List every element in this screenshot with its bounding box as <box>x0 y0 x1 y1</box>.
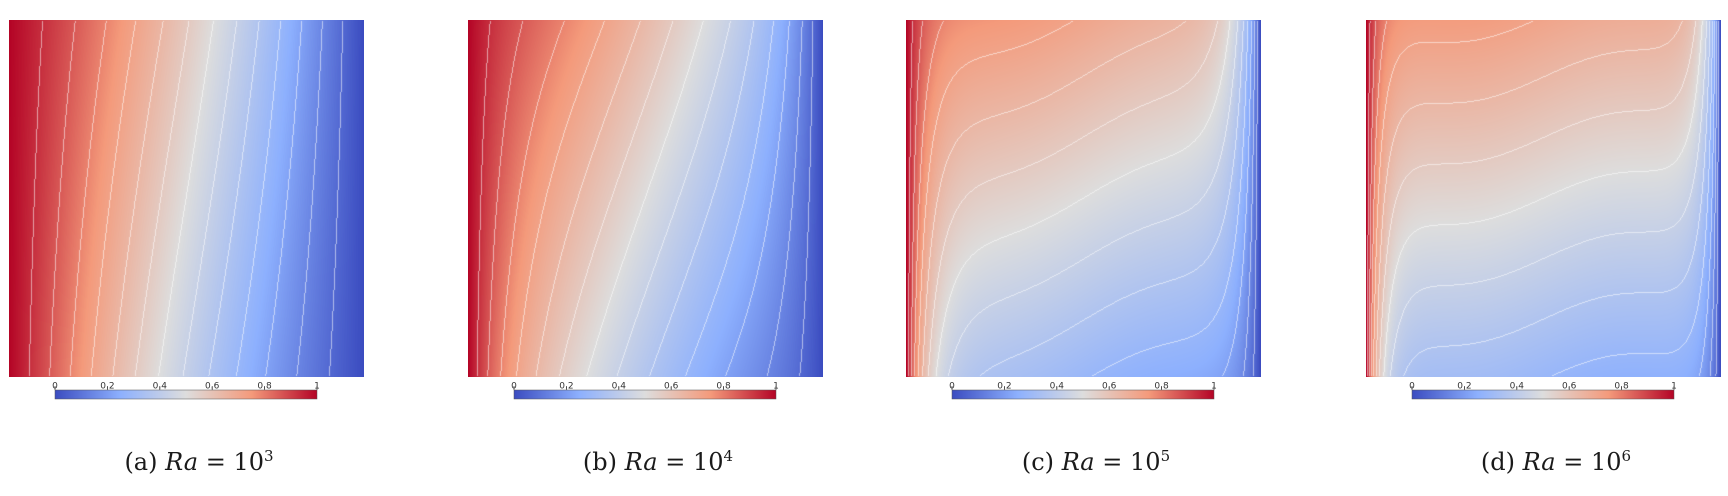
subfigure-label: (a) <box>124 448 158 476</box>
temperature-field-plot <box>9 20 364 377</box>
colorbar-tick-label: 0.6 <box>664 382 679 392</box>
rayleigh-base: 10 <box>1590 448 1622 476</box>
colorbar: 0 0.2 0.4 0.6 0.8 1 <box>949 382 1217 400</box>
temperature-field-plot <box>1366 20 1721 377</box>
colorbar-tick-label: 0.4 <box>612 382 627 392</box>
rayleigh-exponent: 5 <box>1160 447 1171 465</box>
colorbar-tick-label: 1 <box>1671 382 1677 392</box>
colorbar-tick-label: 1 <box>314 382 320 392</box>
rayleigh-base: 10 <box>1130 448 1161 476</box>
colorbar-tick-label: 0.6 <box>1562 382 1577 392</box>
rayleigh-exponent: 4 <box>723 447 734 465</box>
panel-b: 0 0.2 0.4 0.6 0.8 1 (b) Ra = 104 <box>468 0 848 496</box>
temperature-field-plot <box>468 20 823 377</box>
panel-d: 0 0.2 0.4 0.6 0.8 1 (d) Ra = 106 <box>1366 0 1728 496</box>
colorbar-tick-label: 0.6 <box>205 382 220 392</box>
colorbar-tick-label: 0.2 <box>997 382 1011 392</box>
colorbar-gradient <box>54 389 318 400</box>
colorbar-tick-label: 1 <box>773 382 779 392</box>
subfigure-caption: (d) Ra = 106 <box>1366 447 1728 476</box>
colorbar-tick-label: 0.8 <box>1154 382 1169 392</box>
equals-sign: = <box>1563 448 1584 476</box>
colorbar-gradient <box>1411 389 1675 400</box>
subfigure-caption: (b) Ra = 104 <box>468 447 848 476</box>
colorbar-tick-label: 0.2 <box>100 382 114 392</box>
rayleigh-symbol: Ra <box>1522 448 1556 476</box>
colorbar-tick-label: 0.8 <box>1614 382 1629 392</box>
equals-sign: = <box>1102 448 1123 476</box>
colorbar-tick-label: 0.4 <box>1050 382 1065 392</box>
rayleigh-symbol: Ra <box>1061 448 1095 476</box>
subfigure-caption: (a) Ra = 103 <box>9 447 389 476</box>
subfigure-label: (c) <box>1021 448 1055 476</box>
rayleigh-exponent: 6 <box>1621 447 1632 465</box>
colorbar-tick-label: 0.4 <box>1510 382 1525 392</box>
colorbar-tick-label: 0.4 <box>153 382 168 392</box>
colorbar-tick-label: 0.6 <box>1102 382 1117 392</box>
equals-sign: = <box>665 448 686 476</box>
colorbar-gradient <box>513 389 777 400</box>
colorbar-tick-label: 0.8 <box>257 382 272 392</box>
rayleigh-base: 10 <box>692 448 724 476</box>
panel-a: 0 0.2 0.4 0.6 0.8 1 (a) Ra = 103 <box>9 0 389 496</box>
colorbar-tick-label: 0 <box>1409 382 1415 392</box>
colorbar-tick-label: 0 <box>511 382 517 392</box>
colorbar-tick-label: 0 <box>949 382 955 392</box>
rayleigh-symbol: Ra <box>165 448 199 476</box>
colorbar-tick-label: 0.2 <box>559 382 573 392</box>
equals-sign: = <box>205 448 226 476</box>
colorbar-tick-label: 1 <box>1211 382 1217 392</box>
subfigure-caption: (c) Ra = 105 <box>906 447 1286 476</box>
colorbar-tick-label: 0.8 <box>716 382 731 392</box>
colorbar: 0 0.2 0.4 0.6 0.8 1 <box>52 382 320 400</box>
rayleigh-symbol: Ra <box>624 448 658 476</box>
colorbar-tick-label: 0.2 <box>1457 382 1471 392</box>
colorbar: 0 0.2 0.4 0.6 0.8 1 <box>1409 382 1677 400</box>
subfigure-label: (b) <box>582 448 618 476</box>
colorbar-tick-label: 0 <box>52 382 58 392</box>
rayleigh-exponent: 3 <box>264 447 274 465</box>
temperature-field-plot <box>906 20 1261 377</box>
colorbar-gradient <box>951 389 1215 400</box>
panel-c: 0 0.2 0.4 0.6 0.8 1 (c) Ra = 105 <box>906 0 1286 496</box>
rayleigh-base: 10 <box>233 448 264 476</box>
colorbar: 0 0.2 0.4 0.6 0.8 1 <box>511 382 779 400</box>
subfigure-label: (d) <box>1480 448 1516 476</box>
